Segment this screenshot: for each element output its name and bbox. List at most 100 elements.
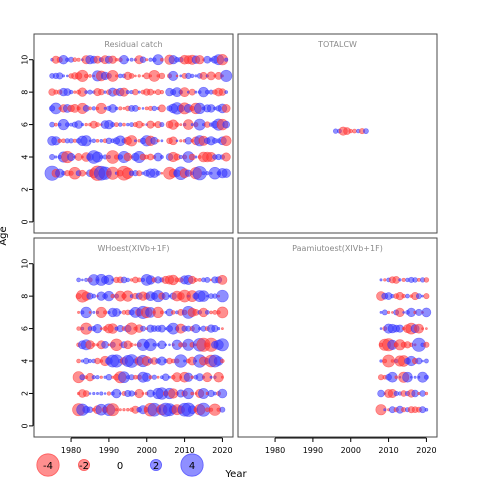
residual-bubble [424,407,429,412]
residual-bubble [106,403,120,417]
residual-bubble [95,122,100,127]
residual-bubble [221,152,231,162]
residual-bubble [383,408,387,412]
residual-bubble [151,374,157,380]
residual-bubble [224,90,228,94]
residual-bubble [206,294,209,298]
residual-bubble [160,139,164,143]
x-axis: 1980 1990 2000 2010 2020 [61,437,233,455]
panel-4: Paamiutoest(XIVb+1F) 1980 1990 2000 2010 2020 [237,237,438,455]
residual-bubble [383,278,387,282]
y-tick-label: 0 [21,219,30,224]
residual-bubble [183,359,187,363]
residual-bubble [137,74,141,78]
x-tick-label: 1980 [61,446,81,455]
residual-bubble [126,408,130,412]
residual-bubble [54,122,58,127]
residual-bubble [151,105,158,112]
residual-bubble [88,106,92,111]
residual-bubble [205,407,210,413]
residual-bubble [391,311,394,314]
residual-bubble [193,277,198,283]
residual-bubble [105,374,113,381]
residual-bubble [73,90,77,94]
residual-bubble [188,88,196,96]
residual-bubble [348,128,353,134]
residual-bubble [413,375,417,379]
residual-bubble [79,169,86,177]
residual-bubble [405,293,410,299]
residual-bubble [119,392,122,395]
residual-bubble [394,375,398,379]
residual-bubble [103,392,107,395]
residual-bubble [212,391,217,396]
residual-bubble [425,327,428,330]
residual-bubble [219,406,226,413]
x-tick-label: 1990 [99,446,119,455]
residual-bubble [107,343,111,347]
residual-bubble [88,74,92,78]
legend-label: -4 [43,461,53,472]
y-tick-label: 4 [21,154,30,159]
residual-bubble [412,277,418,283]
residual-bubble [103,310,108,315]
residual-bubble [79,374,86,381]
residual-bubble [221,104,231,113]
residual-bubble [114,122,119,127]
x-tick-label: 2010 [174,446,194,455]
residual-bubble [423,277,430,283]
panel-frame [33,237,234,438]
residual-bubble [99,391,104,396]
residual-bubble [204,276,211,283]
residual-bubble [133,139,137,143]
residual-bubble [136,170,143,177]
residual-bubble [194,74,198,78]
residual-bubble [175,139,179,143]
residual-bubble [421,327,425,331]
residual-bubble [132,88,139,96]
residual-bubble [424,391,429,396]
residual-bubble [217,274,228,285]
residual-bubble [99,155,104,159]
y-tick-label: 10 [21,259,30,269]
residual-bubble [83,73,89,79]
residual-bubble [115,74,119,78]
residual-bubble [194,90,198,94]
residual-bubble [159,310,164,315]
panel-frame [237,237,438,438]
residual-bubble [168,343,171,347]
residual-bubble [362,128,369,134]
legend-bubble [78,458,91,471]
residual-bubble [175,74,179,78]
residual-bubble [134,74,137,78]
panel-frame [237,33,438,234]
y-axis: 0 2 4 6 8 10 [21,259,34,428]
x-axis-title: Year [224,469,247,480]
residual-bubble [179,139,183,143]
residual-bubble [398,278,402,282]
residual-bubble [220,135,232,147]
panels-layer: Residual catch 0 2 4 6 8 10 TOTALCW WHoest(XIVb+… [21,33,438,455]
residual-bubble [82,390,90,397]
x-tick-label: 2000 [137,446,157,455]
residual-bubble [103,90,107,94]
y-tick-label: 8 [21,294,30,299]
residual-bubble [139,56,147,63]
residual-bubble [220,327,224,331]
residual-bubble [215,338,229,352]
panel-3: WHoest(XIVb+1F) 0 2 4 6 8 10 1980 1990 2000 2010 20… [21,237,234,455]
legend-item: 0 [117,461,123,472]
residual-bubble [190,375,194,379]
residual-bubble [197,277,202,282]
x-tick-label: 1980 [265,446,285,455]
residual-bubble [84,90,88,94]
residual-bubble [379,278,383,282]
residual-bubble [190,391,194,396]
residual-bubble [54,155,58,159]
panel-frame [33,33,234,234]
residual-bubble [217,388,228,399]
x-tick-label: 2020 [416,446,436,455]
x-tick-label: 2010 [378,446,398,455]
residual-bubble [179,123,183,127]
residual-bubble [148,57,153,62]
